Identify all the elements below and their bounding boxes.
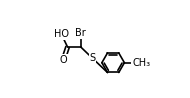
Text: Br: Br [75,28,86,38]
Text: S: S [89,53,96,63]
Text: HO: HO [54,29,69,39]
Text: O: O [59,55,67,65]
Text: CH₃: CH₃ [132,58,150,68]
